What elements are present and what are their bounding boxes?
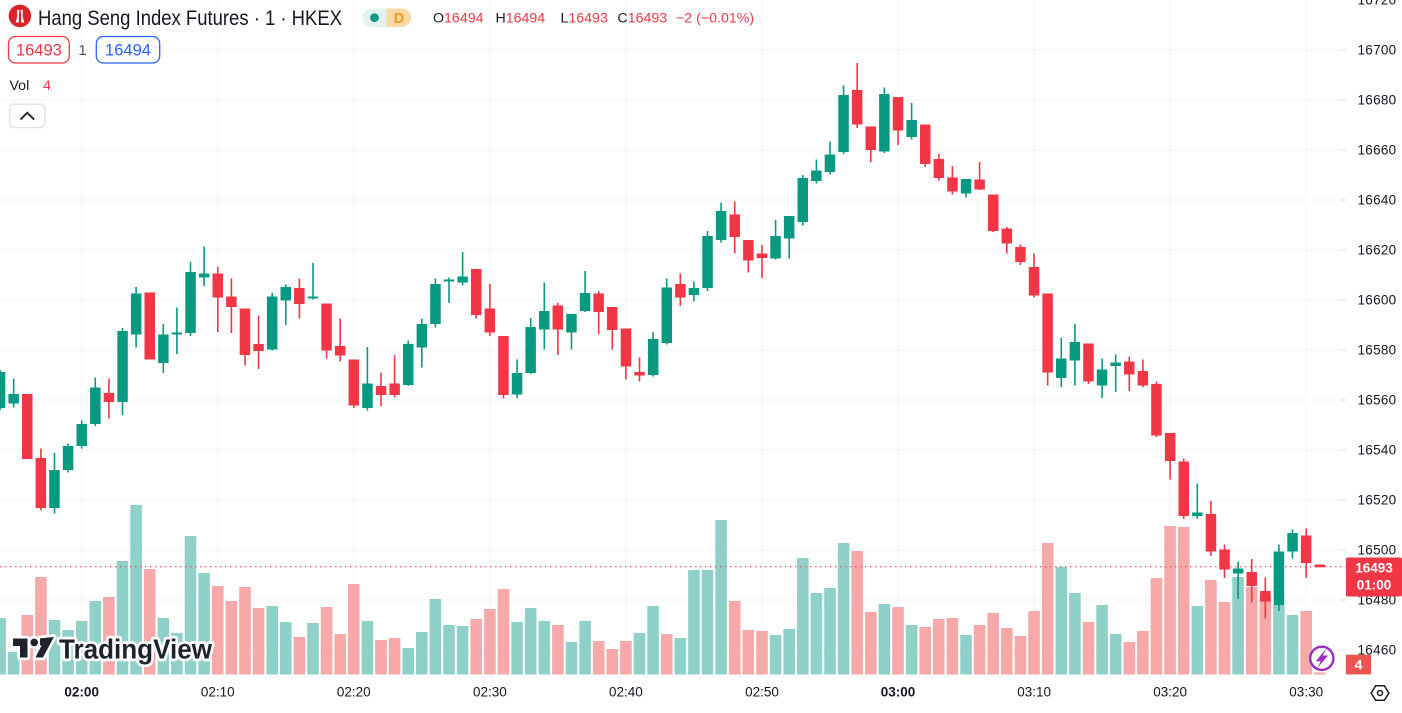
svg-text:16560: 16560 — [1357, 393, 1396, 408]
svg-text:03:20: 03:20 — [1153, 685, 1187, 700]
svg-text:16640: 16640 — [1357, 193, 1396, 208]
svg-text:16540: 16540 — [1357, 443, 1396, 458]
svg-text:D: D — [394, 11, 404, 27]
svg-text:03:00: 03:00 — [881, 685, 916, 700]
svg-text:16500: 16500 — [1357, 543, 1396, 558]
svg-text:16580: 16580 — [1357, 343, 1396, 358]
svg-text:−2 (−0.01%): −2 (−0.01%) — [676, 11, 754, 27]
svg-text:TradingView: TradingView — [59, 634, 212, 665]
svg-text:16493: 16493 — [16, 42, 62, 60]
svg-text:16620: 16620 — [1357, 243, 1396, 258]
svg-text:02:30: 02:30 — [473, 685, 507, 700]
svg-text:16494: 16494 — [105, 42, 151, 60]
svg-text:02:40: 02:40 — [609, 685, 643, 700]
svg-text:02:50: 02:50 — [745, 685, 779, 700]
svg-text:O16494: O16494 — [433, 11, 484, 27]
svg-text:Hang Seng Index Futures · 1 ·: Hang Seng Index Futures · 1 · HKEX — [38, 7, 342, 30]
svg-text:02:20: 02:20 — [337, 685, 371, 700]
svg-text:1: 1 — [78, 42, 86, 59]
svg-text:16493: 16493 — [1355, 561, 1393, 576]
svg-text:4: 4 — [43, 78, 51, 94]
svg-text:C16493: C16493 — [618, 11, 668, 27]
svg-text:16700: 16700 — [1357, 43, 1396, 58]
svg-text:4: 4 — [1355, 657, 1363, 673]
svg-text:03:30: 03:30 — [1289, 685, 1323, 700]
svg-text:16460: 16460 — [1357, 643, 1396, 658]
svg-text:16660: 16660 — [1357, 143, 1396, 158]
svg-text:02:10: 02:10 — [201, 685, 235, 700]
svg-text:Vol: Vol — [10, 78, 30, 94]
svg-text:16680: 16680 — [1357, 93, 1396, 108]
svg-text:16720: 16720 — [1357, 0, 1396, 8]
svg-text:02:00: 02:00 — [64, 685, 99, 700]
svg-text:01:00: 01:00 — [1357, 578, 1392, 593]
svg-text:03:10: 03:10 — [1017, 685, 1051, 700]
svg-text:16520: 16520 — [1357, 493, 1396, 508]
svg-text:16600: 16600 — [1357, 293, 1396, 308]
svg-text:H16494: H16494 — [496, 11, 546, 27]
svg-text:L16493: L16493 — [561, 11, 608, 27]
